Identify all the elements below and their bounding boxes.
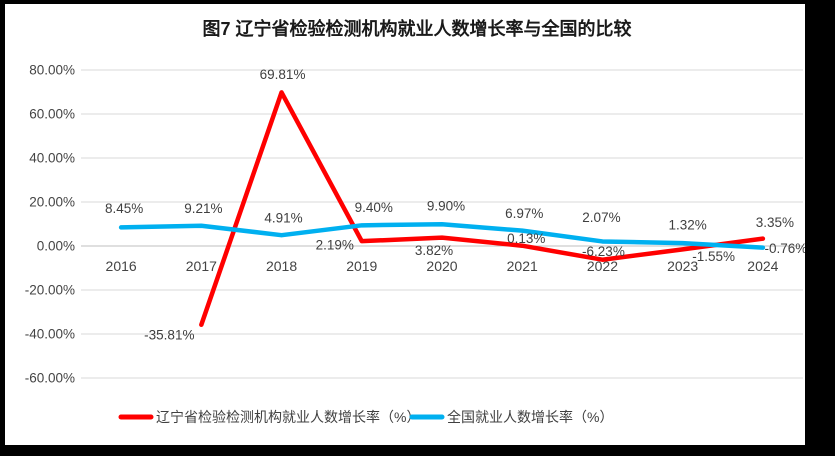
data-label-series1: 1.32% [669, 218, 707, 233]
data-label-series1: 8.45% [105, 201, 143, 216]
data-label-series0: -35.81% [144, 327, 194, 342]
y-tick-label: 0.00% [37, 239, 75, 254]
data-label-series1: 9.90% [427, 199, 465, 214]
data-label-series0: -1.55% [692, 249, 735, 264]
data-label-series0: 69.81% [260, 67, 306, 82]
y-tick-label: 20.00% [29, 195, 75, 210]
data-label-series1: 9.40% [355, 200, 393, 215]
data-label-series0: -6.23% [582, 244, 625, 259]
y-tick-label: 40.00% [29, 151, 75, 166]
x-tick-label: 2016 [106, 258, 137, 274]
x-tick-label: 2024 [747, 258, 778, 274]
data-label-series0: 3.82% [415, 243, 453, 258]
y-tick-label: -20.00% [25, 283, 75, 298]
data-label-series0: 3.35% [756, 215, 794, 230]
data-label-series0: 0.13% [507, 231, 545, 246]
chart-title: 图7 辽宁省检验检测机构就业人数增长率与全国的比较 [202, 18, 631, 39]
data-label-series1: 2.07% [582, 210, 620, 225]
x-tick-label: 2022 [587, 258, 618, 274]
y-tick-label: 60.00% [29, 107, 75, 122]
legend-label-liaoning: 辽宁省检验检测机构就业人数增长率（%） [156, 409, 420, 425]
data-label-series1: 9.21% [184, 201, 222, 216]
data-label-series1: 6.97% [505, 206, 543, 221]
x-tick-label: 2020 [426, 258, 457, 274]
line-chart: 图7 辽宁省检验检测机构就业人数增长率与全国的比较 80.00% 60.00% 40… [25, 18, 805, 425]
x-tick-label: 2017 [186, 258, 217, 274]
data-label-series0: 2.19% [316, 238, 354, 253]
y-tick-label: -60.00% [25, 371, 75, 386]
x-tick-label: 2023 [667, 258, 698, 274]
data-label-series1: 4.91% [264, 211, 302, 226]
x-tick-label: 2018 [266, 258, 297, 274]
chart-canvas: 图7 辽宁省检验检测机构就业人数增长率与全国的比较 80.00% 60.00% 40… [5, 4, 805, 445]
y-tick-label: -40.00% [25, 327, 75, 342]
y-tick-label: 80.00% [29, 63, 75, 78]
data-label-series1: -0.76% [764, 241, 805, 256]
legend-label-national: 全国就业人数增长率（%） [447, 409, 613, 425]
x-tick-label: 2021 [507, 258, 538, 274]
legend: 辽宁省检验检测机构就业人数增长率（%） 全国就业人数增长率（%） [118, 409, 613, 425]
x-tick-label: 2019 [346, 258, 377, 274]
series-line-0 [199, 90, 766, 328]
series-line-1 [118, 221, 766, 250]
